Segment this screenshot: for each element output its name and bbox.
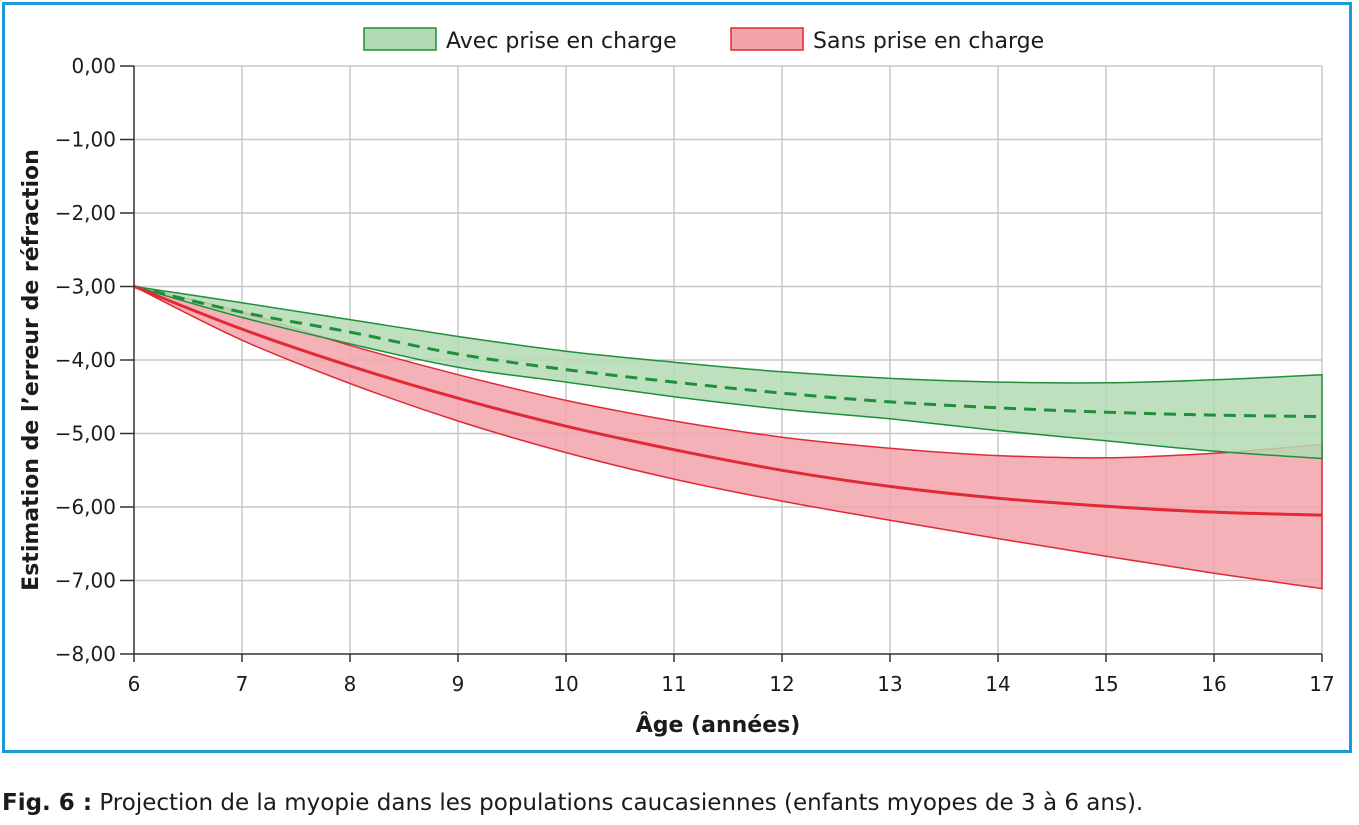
x-tick-label: 9 — [452, 672, 465, 696]
grid — [134, 65, 1323, 654]
x-tick-label: 17 — [1309, 672, 1334, 696]
y-tick-label: −4,00 — [55, 348, 116, 372]
legend-swatch-sans — [730, 27, 804, 51]
band-avec — [133, 285, 1323, 460]
confidence-bands — [133, 285, 1323, 590]
band-sans — [133, 285, 1323, 590]
y-tick-label: −8,00 — [55, 642, 116, 666]
x-tick-label: 16 — [1201, 672, 1226, 696]
caption-label: Fig. 6 : — [2, 790, 93, 816]
y-tick-label: −5,00 — [55, 422, 116, 446]
y-tick-label: 0,00 — [71, 54, 116, 78]
figure-caption: Fig. 6 : Projection de la myopie dans le… — [2, 790, 1143, 816]
legend: Avec prise en charge Sans prise en charge — [363, 27, 1044, 54]
x-tick-label: 7 — [236, 672, 249, 696]
x-axis-label: Âge (années) — [636, 712, 801, 738]
y-tick-label: −7,00 — [55, 569, 116, 593]
x-tick-label: 12 — [769, 672, 794, 696]
legend-label-avec: Avec prise en charge — [446, 29, 677, 54]
chart: 6 7 8 9 10 11 12 13 14 15 16 17 0,00 −1,00 −2,00 −3,00 −… — [19, 27, 1335, 738]
x-tick-label: 14 — [985, 672, 1010, 696]
caption-text: Projection de la myopie dans les populat… — [92, 790, 1144, 816]
x-tick-label: 6 — [128, 672, 141, 696]
x-tick-label: 10 — [553, 672, 578, 696]
y-tick-label: −1,00 — [55, 128, 116, 152]
y-axis-label: Estimation de l’erreur de réfraction — [19, 149, 44, 591]
mean-lines — [133, 285, 1323, 517]
x-tick-label: 13 — [877, 672, 902, 696]
mean-line-avec — [133, 285, 1323, 419]
mean-line-sans — [133, 285, 1323, 517]
x-tick-label: 8 — [344, 672, 357, 696]
y-tick-label: −6,00 — [55, 495, 116, 519]
tick-labels: 6 7 8 9 10 11 12 13 14 15 16 17 0,00 −1,00 −2,00 −3,00 −… — [55, 54, 1335, 696]
y-tick-label: −3,00 — [55, 275, 116, 299]
legend-label-sans: Sans prise en charge — [813, 29, 1044, 54]
y-tick-label: −2,00 — [55, 201, 116, 225]
axes — [120, 65, 1323, 662]
legend-swatch-avec — [363, 27, 437, 51]
x-tick-label: 15 — [1093, 672, 1118, 696]
x-tick-label: 11 — [661, 672, 686, 696]
